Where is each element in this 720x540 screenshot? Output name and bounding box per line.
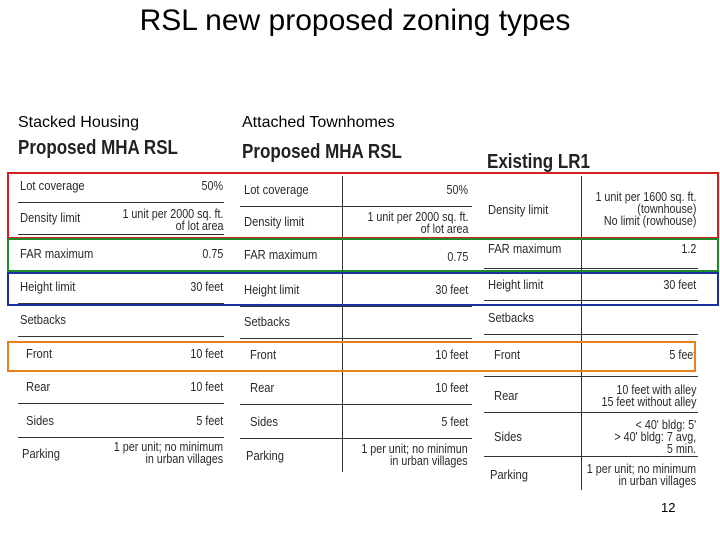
row-value-rear: 10 feet <box>190 380 223 394</box>
row-value-parking: 1 per unit; no minimum in urban villages <box>113 440 223 466</box>
highlight-box-blue <box>7 272 719 306</box>
table-heading: Proposed MHA RSL <box>18 137 178 159</box>
row-label-front: Front <box>26 346 53 361</box>
row-divider <box>240 338 472 339</box>
row-label-rear: Rear <box>26 379 51 394</box>
slide-title: RSL new proposed zoning types <box>139 4 571 37</box>
row-value-height-limit: 30 feet <box>663 278 696 292</box>
row-label-rear: Rear <box>250 380 275 395</box>
row-divider <box>18 202 224 203</box>
highlight-box-red <box>7 172 719 239</box>
row-divider <box>18 234 224 235</box>
row-value-sides: < 40' bldg: 5' > 40' bldg: 7 avg, 5 min. <box>614 418 696 456</box>
row-value-front: 5 feet <box>669 348 696 362</box>
row-label-far-maximum: FAR maximum <box>20 246 94 261</box>
row-label-setbacks: Setbacks <box>20 312 66 327</box>
row-label-density-limit: Density limit <box>20 210 81 225</box>
row-value-far-maximum: 0.75 <box>447 250 468 264</box>
row-label-far-maximum: FAR maximum <box>488 241 562 256</box>
row-divider <box>484 376 698 377</box>
row-value-sides: 5 feet <box>441 415 468 429</box>
row-label-parking: Parking <box>490 467 528 482</box>
row-label-lot-coverage: Lot coverage <box>20 178 85 193</box>
row-value-lot-coverage: 50% <box>201 179 223 193</box>
row-value-lot-coverage: 50% <box>446 183 468 197</box>
row-label-height-limit: Height limit <box>244 282 300 297</box>
row-label-rear: Rear <box>494 388 519 403</box>
row-label-parking: Parking <box>246 448 284 463</box>
row-label-sides: Sides <box>26 413 54 428</box>
row-divider <box>484 300 698 301</box>
row-divider <box>484 412 698 413</box>
row-value-height-limit: 30 feet <box>190 280 223 294</box>
row-value-front: 10 feet <box>190 347 223 361</box>
table-heading: Existing LR1 <box>487 151 590 173</box>
column-label-attached-townhomes: Attached Townhomes <box>242 114 395 131</box>
highlight-box-green <box>7 238 719 272</box>
row-label-front: Front <box>250 347 277 362</box>
row-label-parking: Parking <box>22 446 60 461</box>
row-divider <box>240 306 472 307</box>
row-label-setbacks: Setbacks <box>244 314 290 329</box>
column-divider <box>342 176 343 472</box>
column-label-stacked-housing: Stacked Housing <box>18 114 139 131</box>
row-divider <box>18 303 224 304</box>
row-value-rear: 10 feet <box>435 381 468 395</box>
row-divider <box>484 268 698 269</box>
row-divider <box>240 404 472 405</box>
row-label-height-limit: Height limit <box>20 279 76 294</box>
row-divider <box>18 403 224 404</box>
row-divider <box>484 456 698 457</box>
row-value-rear: 10 feet with alley 15 feet without alley <box>600 383 696 409</box>
page-number: 12 <box>661 500 676 515</box>
row-value-parking: 1 per unit; no minimun in urban villages <box>361 442 468 468</box>
column-divider <box>581 176 582 490</box>
row-value-density-limit: 1 unit per 2000 sq. ft. of lot area <box>121 207 223 233</box>
row-value-front: 10 feet <box>435 348 468 362</box>
row-divider <box>240 438 472 439</box>
highlight-box-orange <box>7 341 696 372</box>
row-label-density-limit: Density limit <box>488 202 549 217</box>
row-divider <box>18 336 224 337</box>
row-label-sides: Sides <box>494 429 522 444</box>
row-divider <box>18 437 224 438</box>
table-heading: Proposed MHA RSL <box>242 141 402 163</box>
row-label-far-maximum: FAR maximum <box>244 247 318 262</box>
row-divider <box>240 206 472 207</box>
row-value-parking: 1 per unit; no minimum in urban villages <box>586 462 696 488</box>
row-label-sides: Sides <box>250 414 278 429</box>
row-value-far-maximum: 0.75 <box>202 247 223 261</box>
row-value-sides: 5 feet <box>196 414 223 428</box>
row-value-height-limit: 30 feet <box>435 283 468 297</box>
row-value-density-limit: 1 unit per 2000 sq. ft. of lot area <box>366 210 468 236</box>
row-divider <box>484 334 698 335</box>
row-label-height-limit: Height limit <box>488 277 544 292</box>
row-value-far-maximum: 1.2 <box>681 242 696 256</box>
row-label-front: Front <box>494 347 521 362</box>
row-label-lot-coverage: Lot coverage <box>244 182 309 197</box>
row-value-density-limit: 1 unit per 1600 sq. ft. (townhouse) No lim… <box>594 190 696 228</box>
row-label-density-limit: Density limit <box>244 214 305 229</box>
row-label-setbacks: Setbacks <box>488 310 534 325</box>
